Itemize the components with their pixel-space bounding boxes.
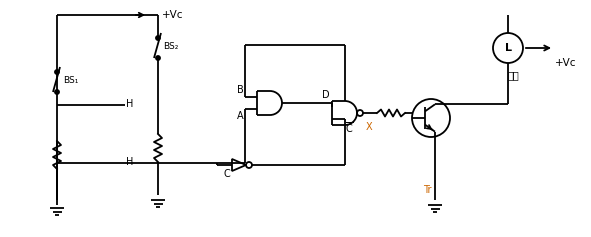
Text: BS₁: BS₁	[63, 76, 79, 85]
Text: A: A	[238, 111, 244, 121]
Text: B: B	[237, 85, 244, 95]
Text: BS₂: BS₂	[163, 41, 178, 50]
Text: H: H	[126, 99, 134, 109]
Text: Tr: Tr	[423, 185, 431, 195]
Text: C: C	[223, 169, 230, 179]
Circle shape	[55, 90, 59, 94]
Text: X: X	[366, 122, 372, 132]
Text: H: H	[126, 157, 134, 167]
Text: D: D	[322, 90, 330, 100]
Text: 람프: 람프	[507, 70, 519, 80]
Circle shape	[156, 56, 160, 60]
Circle shape	[55, 70, 59, 74]
Circle shape	[156, 36, 160, 40]
Text: +Vc: +Vc	[162, 10, 183, 20]
Text: +Vc: +Vc	[555, 58, 576, 68]
Text: $\mathregular{\overline{C}}$: $\mathregular{\overline{C}}$	[345, 120, 353, 135]
Text: L: L	[505, 43, 511, 53]
